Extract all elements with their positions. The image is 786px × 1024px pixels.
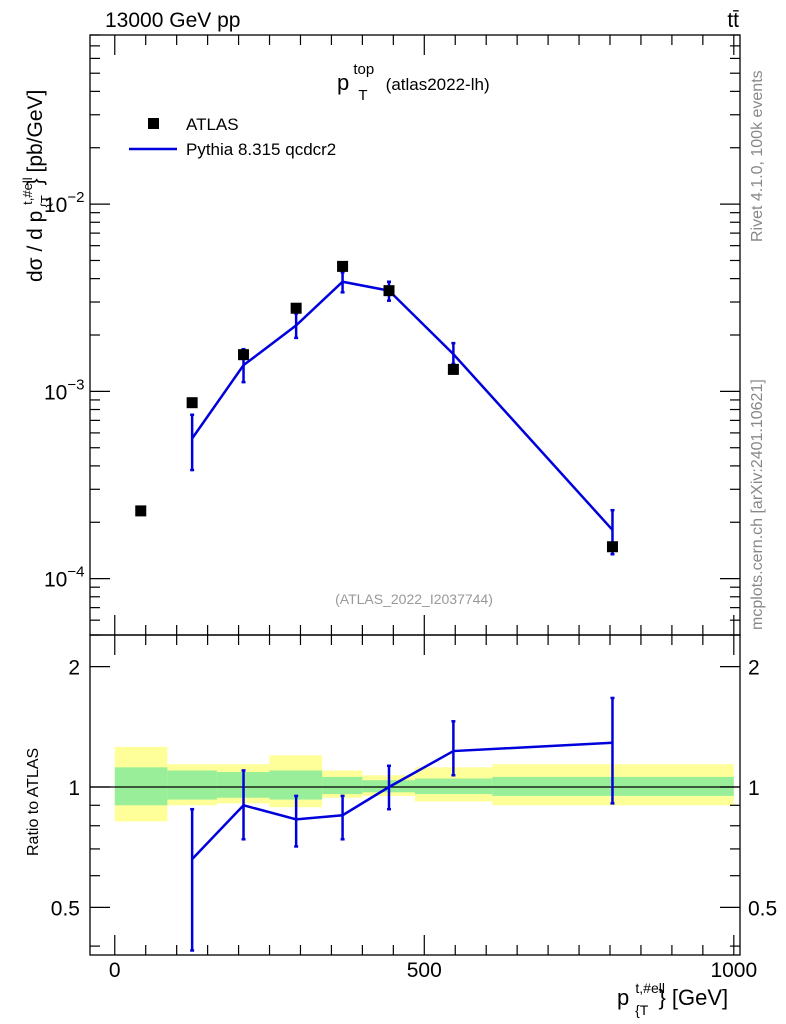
atlas-data-point [337,260,349,272]
x-label-main: p [617,985,629,1010]
main-y-label: dσ / d p t,#ell {T } [pb/GeV] [14,90,55,282]
title-tag: (atlas2022-lh) [386,75,490,94]
main-title: p top T (atlas2022-lh) [337,54,490,105]
main-y-tick-base: 10 [44,569,67,592]
ratio-band-inner [114,767,168,806]
main-y-tick-base: 10 [44,194,67,217]
main-y-tick-label: 10−4 [44,564,84,592]
title-sup: top [353,61,374,78]
x-label-sup: t,#ell [635,980,665,996]
ratio-uncertainty-bands [114,746,734,822]
x-label-tail: } [GeV] [658,985,728,1010]
atlas-data-point [238,349,250,361]
ratio-x-tick-label: 500 [407,959,442,982]
atlas-data-point [447,363,459,375]
source-note: mcplots.cern.ch [arXiv:2401.10621] [749,379,766,630]
atlas-data-point [290,302,302,314]
ratio-y-tick-labels: 0.5 0.5 1 1 2 2 [51,657,777,921]
ratio-y-tick-label: 0.5 [51,897,80,920]
ratio-y-tick-label: 1 [68,777,80,800]
ratio-x-label: p t,#ell {T } [GeV] [617,973,728,1020]
atlas-data-point [606,541,618,553]
atlas-data-point [383,285,395,297]
main-y-tick-exp: −2 [67,189,84,206]
mc-line [191,280,614,531]
analysis-label: (ATLAS_2022_I2037744) [335,591,493,607]
ratio-y-tick-label: 2 [68,657,80,680]
ratio-band-inner [322,776,363,795]
ratio-y-tick-label-right: 2 [748,657,760,680]
ratio-y-tick-label-right: 1 [748,777,760,800]
main-y-label-main: dσ / d p [24,211,47,282]
main-panel: 10−410−310−2 p top T (atlas2022-lh) ATLA… [14,34,741,636]
rivet-note: Rivet 4.1.0, 100k events [749,70,766,242]
main-y-tick-exp: −3 [67,376,84,393]
main-y-label-sup: t,#ell [20,177,35,205]
main-y-tick-label: 10−2 [44,189,84,217]
ratio-axis-ticks [90,635,740,955]
main-y-label-sub: {T [38,195,53,207]
main-y-tick-base: 10 [44,381,67,404]
title-main: p [337,70,349,95]
title-sub: T [358,87,367,104]
ratio-y-tick-label-right: 0.5 [748,897,777,920]
main-y-tick-exp: −4 [67,564,84,581]
legend-marker-atlas [148,118,159,129]
atlas-data-point [186,397,198,409]
main-y-tick-labels: 10−410−310−2 [44,189,84,592]
legend-label-atlas: ATLAS [186,115,239,134]
ratio-y-label: Ratio to ATLAS [25,748,42,856]
ratio-panel: 0.5 0.5 1 1 2 2 0 500 1000 Ratio to ATLAS p t,#… [25,634,777,1020]
legend-label-pythia: Pythia 8.315 qcdcr2 [186,140,336,159]
main-y-label-tail: } [pb/GeV] [24,90,47,186]
ratio-x-tick-label: 0 [109,959,121,982]
ratio-data-layer [190,696,615,952]
ratio-frame [89,634,741,956]
x-label-sub: {T [635,1002,649,1018]
process-label: tt̄ [727,9,739,32]
main-data-layer [135,260,618,556]
atlas-data-point [135,505,147,517]
ratio-band-inner [167,770,217,800]
energy-label: 13000 GeV pp [105,9,240,32]
legend: ATLAS Pythia 8.315 qcdcr2 [129,115,336,159]
ratio-band-inner [415,778,493,795]
main-y-tick-label: 10−3 [44,376,84,404]
ratio-x-tick-label: 1000 [710,959,757,982]
ratio-x-tick-labels: 0 500 1000 [109,959,757,982]
